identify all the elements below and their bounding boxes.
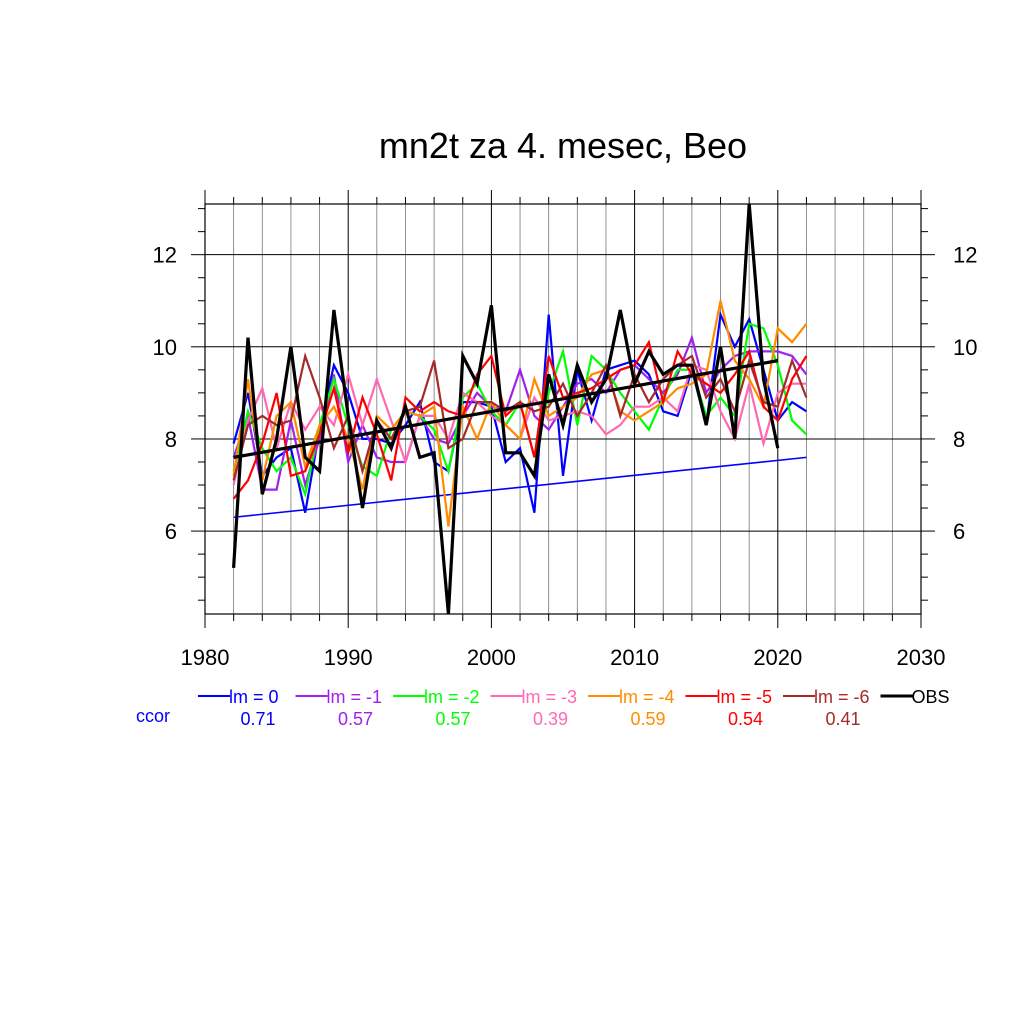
x-tick-label: 2000: [467, 645, 516, 670]
x-tick-label: 2030: [897, 645, 946, 670]
y-tick-label-right: 10: [953, 335, 977, 360]
y-tick-label-right: 6: [953, 519, 965, 544]
series-line-4: [232, 300, 808, 527]
legend-ccor-5: 0.54: [728, 709, 763, 729]
y-tick-label-right: 8: [953, 427, 965, 452]
x-tick-label: 2020: [753, 645, 802, 670]
trend-line-0: [233, 456, 807, 519]
axes: 1980 1990 2000 2010 2020 2030 6 6 8 8 10 10 12 12: [153, 190, 977, 670]
legend-ccor-1: 0.57: [338, 709, 373, 729]
legend-ccor-0: 0.71: [240, 709, 275, 729]
y-tick-label: 8: [165, 427, 177, 452]
series-line-7: [232, 203, 780, 615]
legend-ccor-4: 0.59: [630, 709, 665, 729]
y-tick-label: 10: [153, 335, 177, 360]
legend-label-7: OBS: [912, 687, 950, 707]
x-tick-label: 2010: [610, 645, 659, 670]
legend-label-1: lm = -1: [327, 687, 383, 707]
legend-label-6: lm = -6: [814, 687, 870, 707]
legend-ccor-6: 0.41: [825, 709, 860, 729]
y-tick-label: 6: [165, 519, 177, 544]
legend-ccor-3: 0.39: [533, 709, 568, 729]
chart-title: mn2t za 4. mesec, Beo: [379, 125, 747, 166]
series-layer: [232, 203, 808, 615]
ccor-label: ccor: [136, 706, 170, 726]
x-tick-label: 1990: [324, 645, 373, 670]
grid: [205, 204, 921, 614]
legend-label-3: lm = -3: [522, 687, 578, 707]
series-line-0: [232, 310, 807, 513]
legend-label-4: lm = -4: [619, 687, 675, 707]
legend-ccor-2: 0.57: [435, 709, 470, 729]
y-tick-label: 12: [153, 243, 177, 268]
legend-label-2: lm = -2: [424, 687, 480, 707]
y-tick-label-right: 12: [953, 243, 977, 268]
x-tick-label: 1980: [181, 645, 230, 670]
legend-label-5: lm = -5: [717, 687, 773, 707]
plot-frame: [204, 203, 922, 615]
trend-line-7: [233, 359, 779, 459]
legend-label-0: lm = 0: [229, 687, 279, 707]
